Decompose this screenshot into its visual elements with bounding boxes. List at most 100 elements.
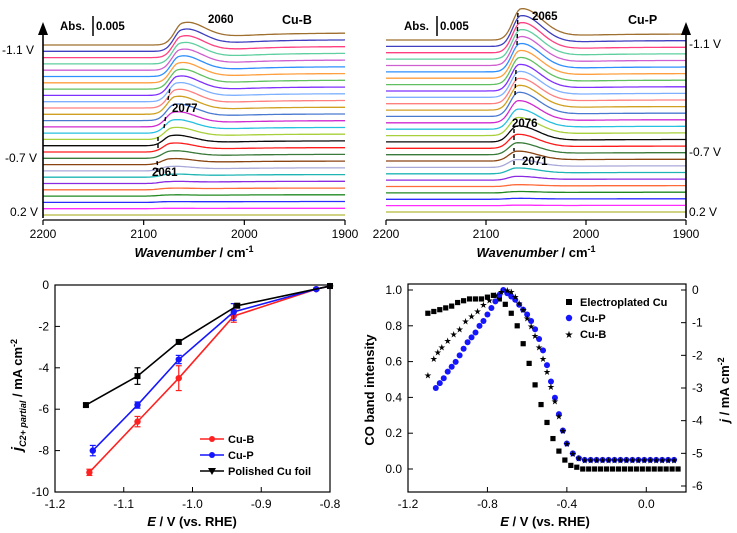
- data-series: ★★★★★★★★★★★★★★★★★★★★★★★★★★★★★★★★★★★★★★★★…: [424, 286, 681, 472]
- potential-label-high: -1.1 V: [689, 37, 721, 51]
- data-point-cu-p: [647, 456, 654, 463]
- x-ticks: 2200 2100 2000 1900: [373, 220, 700, 241]
- data-point-cu-b: ★: [605, 455, 613, 465]
- data-point-electroplated: [437, 307, 443, 313]
- spectrum-curve: [43, 187, 345, 191]
- data-point-cu-p: [559, 427, 566, 434]
- data-point-cu-b: ★: [628, 455, 636, 465]
- y-tick-label: -4: [38, 361, 49, 375]
- spectrum-curve: [43, 103, 345, 122]
- data-point-cu-p: [432, 385, 439, 391]
- data-point-electroplated: [443, 305, 449, 311]
- legend-marker-electroplated: [566, 299, 572, 305]
- spectrum-curve: [43, 134, 345, 147]
- data-point-cu-p: [659, 456, 666, 463]
- data-point-electroplated: [586, 466, 592, 472]
- data-point-cu-p: [516, 301, 523, 308]
- spectrum-curve: [43, 111, 345, 128]
- data-point-cu-p: [504, 290, 511, 297]
- data-point-electroplated: [645, 466, 651, 472]
- data-point-cu-b: ★: [634, 455, 642, 465]
- y-tick-label: 0.0: [385, 462, 402, 476]
- data-point-cu-p: [547, 378, 554, 385]
- x-tick-label: 1900: [673, 227, 700, 241]
- data-point-cu-p: [468, 334, 475, 341]
- x-tick-label: 2000: [231, 227, 258, 241]
- spectrum-curve: [386, 150, 686, 162]
- y-tick-label: -6: [38, 402, 49, 416]
- x-tick-label: -1.0: [182, 497, 203, 511]
- data-point-cu-p: [581, 456, 588, 463]
- y-tick-label: -10: [32, 485, 50, 499]
- data-point-cu-b: ★: [640, 455, 648, 465]
- peak-label-2076: 2076: [512, 118, 538, 130]
- data-point-cu-p: [599, 456, 606, 463]
- legend-marker-cu-b: ★: [565, 330, 574, 341]
- spectrum-curve: [386, 14, 686, 48]
- data-point-cu-b: ★: [559, 426, 567, 436]
- data-point-cu-p: [508, 293, 515, 300]
- y2-title-unit: / mA cm: [717, 365, 732, 419]
- legend-label-electroplated: Electroplated Cu: [580, 297, 667, 309]
- data-point: [86, 469, 93, 476]
- data-point-cu-b: ★: [450, 330, 458, 340]
- y-axis-title-sup: -2: [9, 339, 19, 347]
- series-line-Polished Cu foil: [85, 285, 331, 406]
- spectrum-curve: [43, 180, 345, 185]
- y-tick-label: 0: [42, 278, 49, 292]
- data-point-cu-p: [532, 326, 539, 333]
- scale-bar-label: Abs.: [60, 21, 85, 33]
- x-tick-label: -0.8: [477, 497, 498, 511]
- data-point-cu-b: ★: [507, 287, 515, 297]
- legend: Cu-B Cu-P Polished Cu foil: [200, 434, 311, 478]
- x-axis-title: E / V (vs. RHE): [147, 514, 237, 529]
- data-point-electroplated: [562, 457, 568, 463]
- x-tick-label: 0.0: [638, 497, 655, 511]
- data-point-cu-p: [440, 375, 447, 382]
- y-axis-title: jC2+ partial / mA cm-2: [9, 339, 28, 453]
- data-point-electroplated: [598, 466, 604, 472]
- spectrum-curve: [43, 55, 345, 78]
- data-point: [89, 447, 97, 454]
- data-point-electroplated: [478, 296, 485, 302]
- y-tick-label: -8: [38, 444, 49, 458]
- spectrum-curve: [386, 184, 686, 188]
- scale-bar-value: 0.005: [96, 21, 125, 33]
- x-axis-title-sup: -1: [588, 244, 596, 254]
- data-point: [134, 373, 141, 380]
- legend-label-cu-foil: Polished Cu foil: [228, 466, 311, 478]
- data-point-cu-p: [492, 298, 499, 305]
- spectrum-curve: [43, 35, 345, 59]
- data-point-electroplated: [455, 299, 461, 306]
- spectrum-curve: [43, 126, 345, 141]
- data-point-cu-p: [555, 411, 562, 418]
- x-tick-label: -0.4: [557, 497, 578, 511]
- legend: Electroplated Cu Cu-P ★ Cu-B: [565, 297, 668, 341]
- spectrum-curve: [386, 35, 686, 67]
- data-point-cu-b: ★: [551, 397, 559, 407]
- data-point-cu-b: ★: [462, 317, 470, 327]
- x-tick-label: 2200: [373, 227, 400, 241]
- data-point-electroplated: [568, 462, 574, 469]
- data-point-cu-b: ★: [519, 305, 527, 315]
- data-point-cu-b: ★: [664, 455, 672, 465]
- data-point: [134, 418, 141, 425]
- data-point-electroplated: [520, 341, 526, 347]
- data-point-cu-b: ★: [503, 286, 511, 296]
- y-axis-title-left: CO band intensity: [362, 334, 377, 446]
- spectrum-curve: [386, 56, 686, 86]
- y-axis-title-unit: / mA cm: [10, 347, 25, 401]
- spectrum-curve: [386, 190, 686, 194]
- data-point-cu-p: [536, 336, 543, 342]
- data-point-cu-b: ★: [569, 449, 577, 459]
- spectrum-curve: [386, 108, 686, 130]
- data-point-electroplated: [675, 466, 681, 472]
- spectrum-curve: [43, 157, 345, 166]
- spectrum-curve: [386, 84, 686, 111]
- data-point-cu-p: [484, 311, 491, 318]
- data-point-electroplated: [651, 466, 657, 472]
- spectrum-curve: [386, 167, 686, 175]
- data-point-cu-b: ★: [616, 455, 624, 465]
- data-point-cu-p: [653, 456, 660, 463]
- data-point-electroplated: [657, 466, 663, 472]
